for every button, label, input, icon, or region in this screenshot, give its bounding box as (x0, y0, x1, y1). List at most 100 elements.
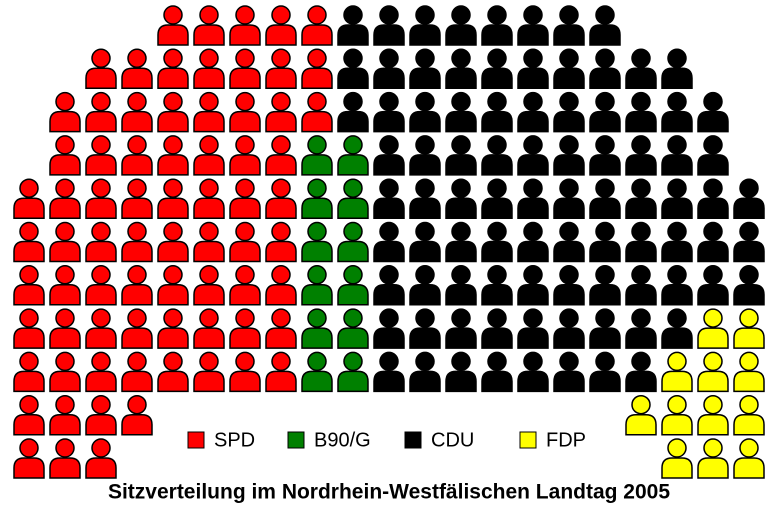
seat-head (595, 5, 615, 25)
seat (229, 308, 261, 349)
seat-head (19, 308, 39, 328)
seat-body (481, 67, 513, 90)
seat-body (481, 284, 513, 306)
seat-head (235, 91, 255, 112)
seat-body (193, 67, 225, 90)
seat-head (559, 178, 579, 198)
seat-head (415, 221, 435, 242)
seat-head (379, 221, 399, 242)
seat (481, 178, 513, 219)
seat-head (55, 394, 75, 415)
seat (661, 221, 693, 263)
seat-head (451, 5, 471, 25)
seat-head (163, 221, 183, 242)
seat (553, 91, 585, 133)
seat-head (487, 351, 507, 372)
seat-body (229, 67, 261, 90)
seat-body (373, 24, 405, 46)
seat (661, 91, 693, 133)
seat (481, 48, 513, 90)
seat (85, 438, 117, 479)
seat-head (91, 178, 111, 198)
seat-head (199, 265, 219, 285)
seat-head (487, 178, 507, 198)
seat-body (481, 327, 513, 349)
seat-head (271, 5, 291, 25)
seat-body (409, 370, 441, 393)
seat (625, 265, 657, 306)
seat (49, 394, 81, 436)
seat-body (445, 24, 477, 46)
seat-body (49, 370, 81, 393)
seat (13, 221, 45, 263)
seat (733, 178, 765, 219)
seat-body (337, 370, 369, 393)
seat-body (337, 240, 369, 263)
seat-body (625, 67, 657, 90)
seat-body (49, 240, 81, 263)
seat-body (445, 154, 477, 176)
seat-body (697, 370, 729, 393)
seat-body (697, 110, 729, 133)
seat-body (661, 284, 693, 306)
legend-swatch (519, 431, 537, 449)
seat-body (301, 240, 333, 263)
seat (301, 48, 333, 90)
seat (193, 135, 225, 176)
seat-head (199, 91, 219, 112)
seat-body (553, 370, 585, 393)
legend-label: CDU (431, 429, 474, 451)
seat (85, 221, 117, 263)
seat (265, 48, 297, 90)
seat-body (157, 154, 189, 176)
seat-head (667, 394, 687, 415)
seat-head (739, 265, 759, 285)
seat-head (343, 178, 363, 198)
seat-body (157, 327, 189, 349)
seat-body (409, 327, 441, 349)
seat-head (307, 221, 327, 242)
seat-head (667, 221, 687, 242)
seat-head (127, 91, 147, 112)
seat-head (235, 48, 255, 69)
seat-head (451, 265, 471, 285)
seat-head (379, 351, 399, 372)
seat-head (127, 394, 147, 415)
chart-title: Sitzverteilung im Nordrhein-Westfälische… (108, 481, 670, 504)
seat (481, 135, 513, 176)
seat-head (703, 351, 723, 372)
seat-body (445, 197, 477, 219)
seat-head (55, 265, 75, 285)
seat-head (91, 308, 111, 328)
seat (409, 308, 441, 349)
seat (157, 178, 189, 219)
seat-head (631, 221, 651, 242)
seat (409, 178, 441, 219)
seat-head (127, 178, 147, 198)
seat (85, 135, 117, 176)
seat (733, 394, 765, 436)
seat-body (553, 197, 585, 219)
seat-head (379, 91, 399, 112)
seat (373, 178, 405, 219)
seat-body (265, 370, 297, 393)
seat-body (265, 67, 297, 90)
seat-head (343, 5, 363, 25)
seat (733, 221, 765, 263)
legend-swatch (187, 431, 205, 449)
legend-label: FDP (546, 429, 586, 451)
seat (49, 91, 81, 133)
seat-head (163, 308, 183, 328)
seat-body (589, 154, 621, 176)
seat-body (661, 197, 693, 219)
seat (301, 351, 333, 393)
seat-body (157, 370, 189, 393)
seat-body (265, 197, 297, 219)
seat (49, 438, 81, 479)
seat (697, 394, 729, 436)
seat-head (739, 394, 759, 415)
seat-head (703, 308, 723, 328)
seat (85, 48, 117, 90)
seat-body (229, 284, 261, 306)
seat-head (415, 308, 435, 328)
